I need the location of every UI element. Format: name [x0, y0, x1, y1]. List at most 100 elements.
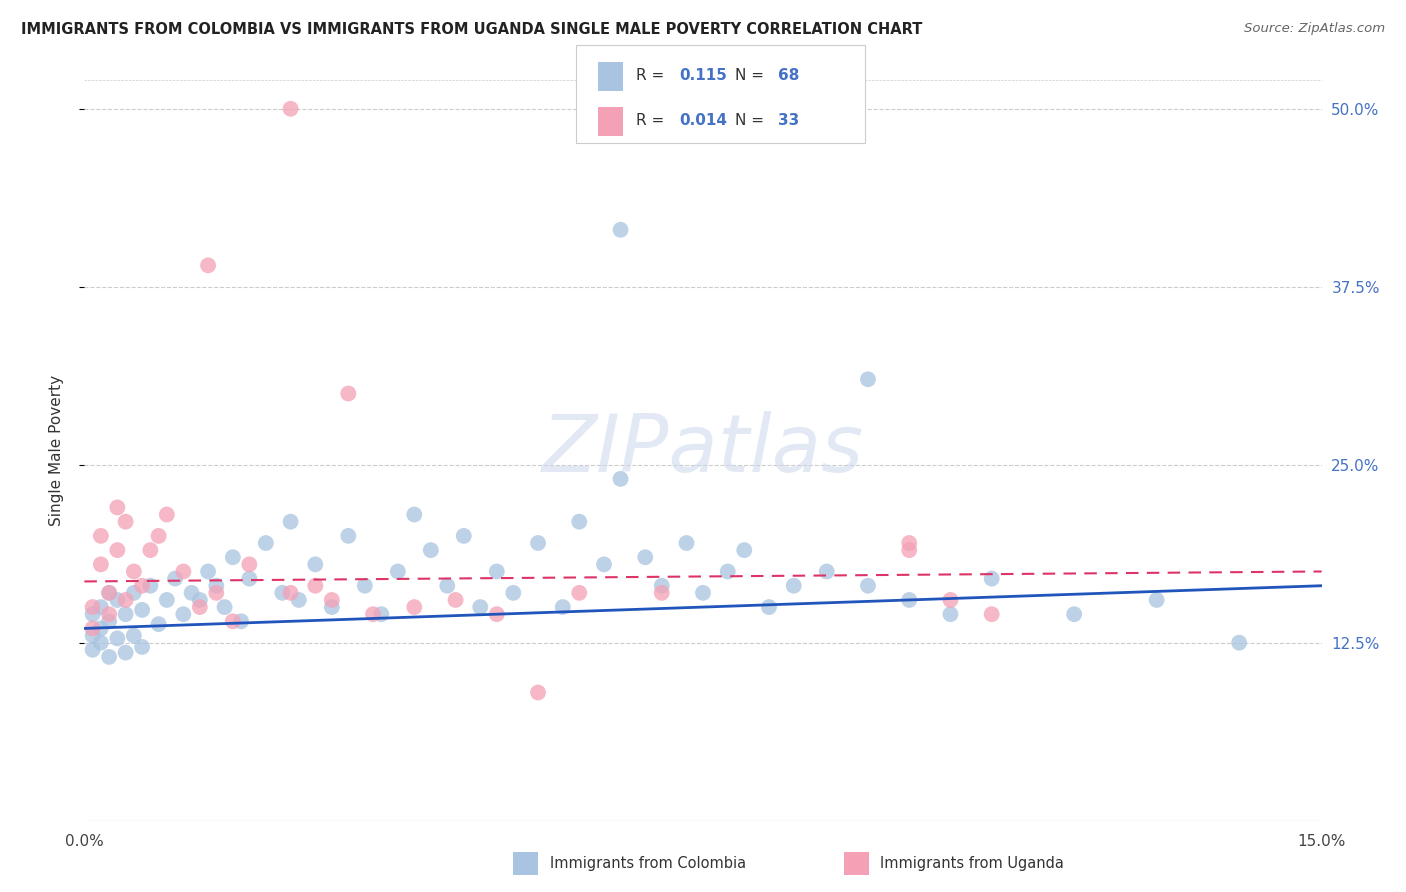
Point	[651, 586, 673, 600]
Point	[337, 529, 360, 543]
Point	[856, 372, 879, 386]
Point	[105, 632, 128, 646]
Point	[856, 579, 879, 593]
Point	[304, 558, 326, 572]
Point	[82, 642, 104, 657]
Point	[551, 600, 574, 615]
Text: N =: N =	[735, 69, 769, 83]
Point	[82, 622, 104, 636]
Text: Source: ZipAtlas.com: Source: ZipAtlas.com	[1244, 22, 1385, 36]
Point	[131, 640, 153, 654]
Point	[502, 586, 524, 600]
Point	[105, 543, 128, 558]
Point	[172, 565, 194, 579]
Point	[436, 579, 458, 593]
Point	[404, 600, 426, 615]
Point	[453, 529, 475, 543]
Text: R =: R =	[636, 113, 669, 128]
Text: N =: N =	[735, 113, 769, 128]
Point	[939, 593, 962, 607]
Point	[1146, 593, 1168, 607]
Point	[139, 579, 162, 593]
Point	[609, 472, 631, 486]
Point	[815, 565, 838, 579]
Point	[82, 600, 104, 615]
Point	[568, 586, 591, 600]
Point	[90, 600, 112, 615]
Point	[898, 536, 921, 550]
Text: ZIPatlas: ZIPatlas	[541, 411, 865, 490]
Point	[165, 572, 187, 586]
Point	[271, 586, 294, 600]
Point	[337, 386, 360, 401]
Point	[222, 615, 245, 629]
Point	[98, 615, 121, 629]
Point	[444, 593, 467, 607]
Point	[205, 586, 228, 600]
Point	[980, 572, 1002, 586]
Point	[114, 607, 136, 622]
Point	[90, 529, 112, 543]
Point	[188, 600, 211, 615]
Point	[353, 579, 375, 593]
Point	[939, 607, 962, 622]
Point	[1063, 607, 1085, 622]
Point	[783, 579, 806, 593]
Point	[485, 607, 508, 622]
Point	[180, 586, 202, 600]
Point	[527, 536, 550, 550]
Point	[114, 593, 136, 607]
Point	[148, 529, 170, 543]
Point	[122, 628, 145, 642]
Point	[148, 617, 170, 632]
Point	[280, 586, 302, 600]
Point	[90, 622, 112, 636]
Point	[172, 607, 194, 622]
Point	[222, 550, 245, 565]
Point	[98, 649, 121, 664]
Point	[675, 536, 697, 550]
Point	[288, 593, 311, 607]
Text: R =: R =	[636, 69, 669, 83]
Point	[321, 593, 343, 607]
Point	[156, 508, 179, 522]
Point	[419, 543, 441, 558]
Point	[304, 579, 326, 593]
Point	[568, 515, 591, 529]
Point	[131, 579, 153, 593]
Point	[280, 102, 302, 116]
Point	[122, 565, 145, 579]
Point	[105, 593, 128, 607]
Point	[114, 646, 136, 660]
Point	[651, 579, 673, 593]
Text: 0.115: 0.115	[679, 69, 727, 83]
Text: Immigrants from Colombia: Immigrants from Colombia	[550, 856, 745, 871]
Point	[609, 223, 631, 237]
Point	[898, 543, 921, 558]
Point	[238, 558, 260, 572]
Point	[90, 635, 112, 649]
Point	[404, 508, 426, 522]
Point	[527, 685, 550, 699]
Point	[898, 593, 921, 607]
Point	[254, 536, 277, 550]
Point	[361, 607, 384, 622]
Point	[139, 543, 162, 558]
Point	[98, 586, 121, 600]
Point	[593, 558, 616, 572]
Point	[321, 600, 343, 615]
Point	[238, 572, 260, 586]
Point	[197, 259, 219, 273]
Point	[197, 565, 219, 579]
Text: 33: 33	[778, 113, 799, 128]
Point	[105, 500, 128, 515]
Point	[370, 607, 392, 622]
Point	[692, 586, 714, 600]
Point	[634, 550, 657, 565]
Point	[1227, 635, 1250, 649]
Point	[98, 607, 121, 622]
Text: Immigrants from Uganda: Immigrants from Uganda	[880, 856, 1064, 871]
Point	[717, 565, 740, 579]
Point	[387, 565, 409, 579]
Text: 68: 68	[778, 69, 799, 83]
